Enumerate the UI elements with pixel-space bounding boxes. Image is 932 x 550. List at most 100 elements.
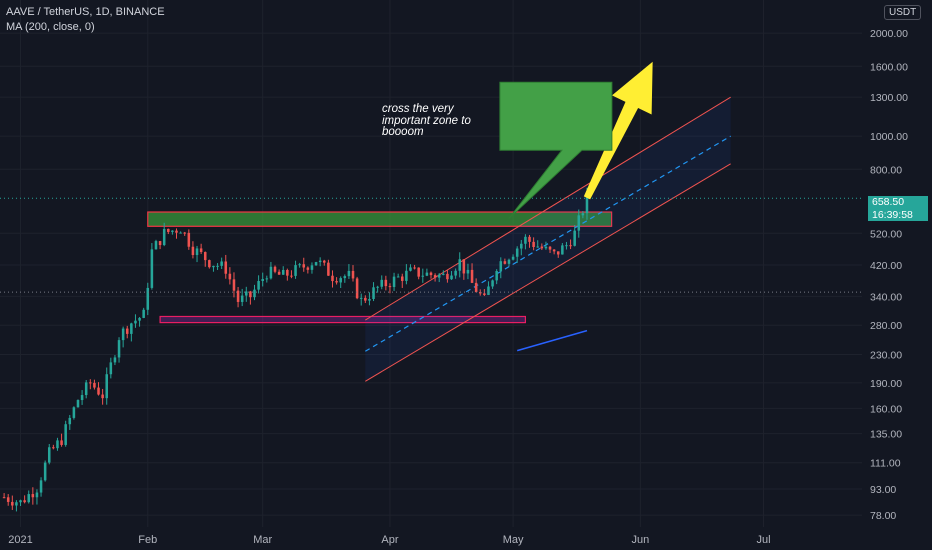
callout-text: cross the very important zone to boooom [382, 103, 471, 138]
candle-bear [125, 328, 129, 334]
time-tick-label: Mar [253, 534, 272, 546]
projection-arrow [583, 61, 653, 200]
time-tick-label: 2021 [8, 534, 32, 546]
price-tick-label: 111.00 [870, 458, 901, 470]
candle-bear [208, 260, 211, 268]
time-axis[interactable]: 2021 Feb Mar Apr May Jun Jul [8, 534, 770, 546]
candle-bull [450, 275, 453, 280]
symbol-title[interactable]: AAVE / TetherUS, 1D, BINANCE [6, 6, 165, 18]
price-tick-label: 135.00 [870, 429, 902, 441]
candle-bull [212, 265, 215, 268]
price-tick-label: 1300.00 [870, 92, 908, 104]
candle-bull [84, 382, 88, 396]
candle-bear [327, 262, 330, 276]
candle-bear [23, 500, 26, 503]
candle-bull [150, 249, 154, 288]
candle-bear [2, 497, 6, 499]
candle-bear [474, 282, 478, 293]
candle-bull [240, 295, 244, 302]
candle-bull [347, 270, 351, 277]
candle-bull [56, 440, 59, 449]
candle-bull [142, 309, 145, 318]
candle-bear [400, 276, 404, 281]
candle-bear [355, 278, 359, 299]
candle-bear [306, 267, 310, 270]
candle-bull [80, 395, 84, 401]
candle-bull [138, 317, 141, 321]
candles-layer [2, 187, 589, 512]
candle-bull [171, 230, 174, 232]
candle-bear [429, 272, 433, 276]
indicator-title[interactable]: MA (200, close, 0) [6, 21, 95, 33]
price-tick-label: 2000.00 [870, 28, 908, 40]
candle-bull [515, 248, 519, 257]
candle-bull [376, 286, 379, 288]
candle-bull [245, 291, 248, 296]
last-price-tag: 658.50 [868, 196, 928, 209]
price-tick-label: 93.00 [870, 484, 896, 496]
candle-bull [372, 287, 375, 299]
candle-bear [224, 261, 228, 274]
candle-bull [487, 286, 490, 295]
candle-bull [339, 278, 342, 283]
candle-bull [499, 261, 503, 272]
candle-bull [179, 232, 182, 234]
candle-bull [269, 266, 273, 279]
candle-bear [302, 264, 306, 268]
candle-bear [540, 246, 544, 249]
candle-bear [97, 387, 100, 395]
candle-bull [162, 228, 166, 246]
candle-bear [6, 497, 10, 502]
overlay-layer [0, 61, 862, 352]
candle-bear [52, 447, 55, 449]
candle-bull [109, 362, 113, 375]
candle-bear [199, 248, 203, 253]
candle-bear [167, 228, 170, 232]
candle-bull [458, 259, 462, 271]
price-axis[interactable]: 2000.00 1600.00 1300.00 1000.00 800.00 520.00… [870, 28, 908, 522]
candle-bull [261, 279, 264, 282]
candle-bear [462, 259, 466, 274]
candle-bear [273, 266, 277, 272]
candle-bull [491, 280, 494, 287]
candle-bear [556, 251, 560, 255]
candle-bear [388, 286, 392, 288]
candle-bull [511, 256, 515, 260]
ma-200-line [516, 329, 588, 352]
time-tick-label: Feb [138, 534, 157, 546]
candle-bull [64, 424, 67, 445]
candle-bear [249, 291, 252, 298]
regression-channel [365, 96, 731, 382]
resistance-zone [147, 211, 613, 227]
candle-bull [43, 462, 47, 481]
candle-bull [117, 340, 121, 358]
candle-bear [478, 292, 482, 294]
candle-bull [581, 213, 585, 216]
time-tick-label: Apr [381, 534, 398, 546]
currency-badge[interactable]: USDT [884, 5, 922, 20]
candle-bull [76, 400, 80, 408]
candle-bull [216, 265, 219, 267]
candle-bear [101, 394, 104, 399]
candle-bull [585, 192, 589, 214]
candle-bear [89, 382, 92, 384]
countdown-tag: 16:39:58 [868, 209, 928, 221]
candle-bull [130, 323, 133, 334]
candle-bull [437, 274, 441, 278]
candle-bear [364, 297, 367, 301]
candle-bull [121, 328, 125, 341]
candle-bear [552, 249, 556, 252]
candle-bull [310, 265, 314, 270]
candle-bear [503, 261, 507, 264]
price-tick-label: 520.00 [870, 228, 902, 240]
candle-bull [146, 287, 150, 310]
candle-bear [351, 270, 355, 279]
candle-bear [236, 290, 240, 302]
time-tick-label: May [503, 534, 524, 546]
candle-bear [323, 260, 326, 263]
chart-legend: AAVE / TetherUS, 1D, BINANCE MA (200, cl… [6, 5, 165, 35]
price-tick-label: 190.00 [870, 378, 902, 390]
candle-bull [495, 271, 498, 281]
